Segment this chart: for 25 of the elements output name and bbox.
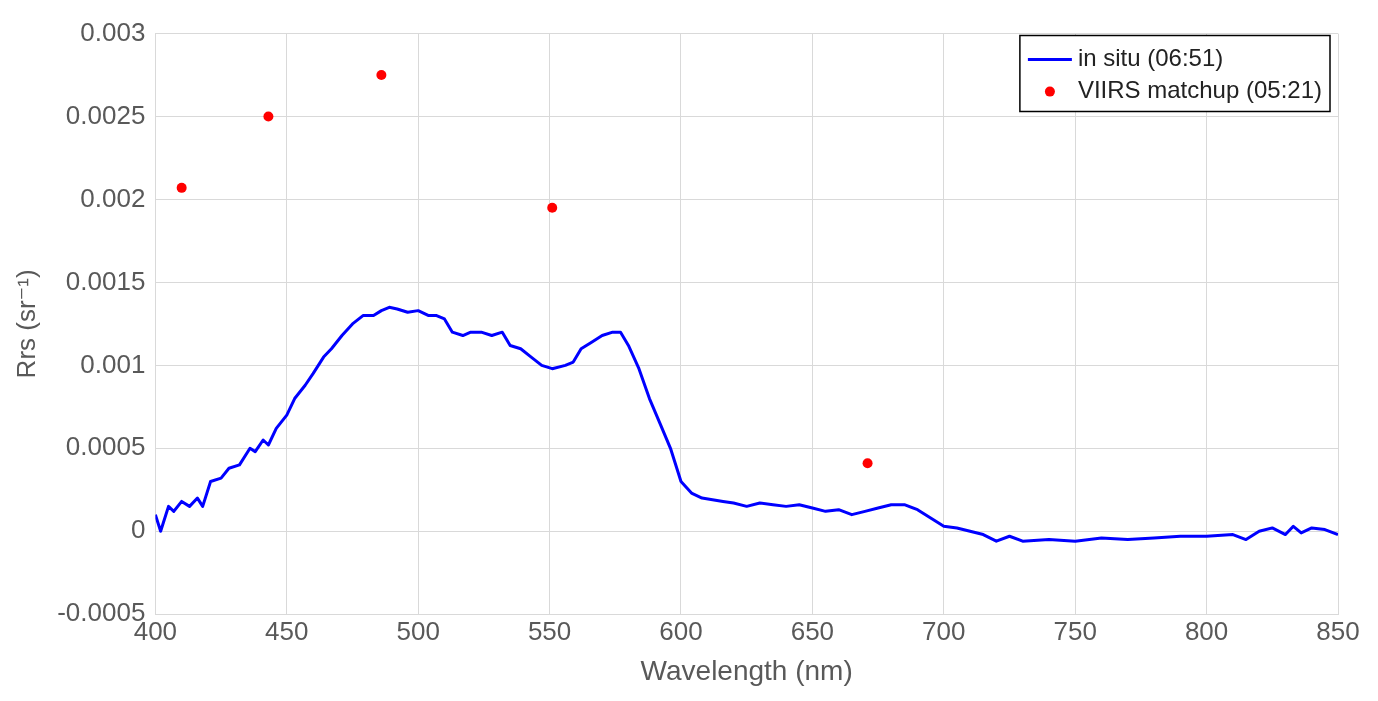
point — [176, 182, 187, 193]
x-axis-title: Wavelength (nm) — [640, 654, 853, 686]
y-tick-label: 0.002 — [80, 182, 146, 213]
x-tick-label: 800 — [1184, 615, 1229, 646]
point — [547, 202, 558, 213]
x-tick-label: 600 — [659, 615, 703, 646]
point — [862, 458, 873, 469]
y-tick-label: 0.0015 — [65, 265, 146, 296]
point — [376, 70, 387, 81]
y-tick-label: 0.003 — [80, 16, 146, 47]
y-tick-label: 0 — [130, 514, 146, 545]
x-tick-label: 450 — [265, 615, 309, 646]
y-tick-label: 0.0005 — [65, 431, 146, 462]
x-tick-label: 750 — [1053, 615, 1097, 646]
legend-label: VIIRS matchup (05:21) — [1077, 76, 1323, 104]
y-axis-title: Rrs (sr⁻¹) — [10, 269, 41, 379]
x-tick-label: 700 — [922, 615, 966, 646]
x-tick-label: 650 — [790, 615, 835, 646]
point — [263, 111, 274, 122]
x-tick-label: 850 — [1316, 615, 1360, 646]
x-tick-label: 550 — [527, 615, 572, 646]
legend-label: in situ (06:51) — [1077, 44, 1224, 72]
x-tick-label: 500 — [396, 615, 440, 646]
y-tick-label: 0.001 — [80, 348, 146, 379]
y-tick-label: 0.0025 — [65, 99, 146, 130]
